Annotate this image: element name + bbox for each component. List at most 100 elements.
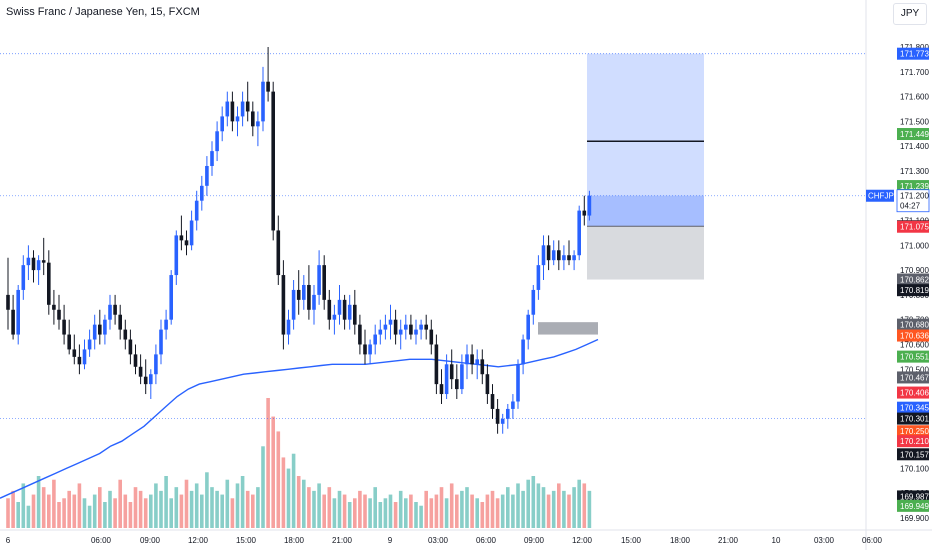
price-tick-label: 171.500: [900, 117, 929, 126]
volume-bar: [567, 494, 571, 528]
time-tick-label: 06:00: [862, 536, 883, 545]
price-tag: 170.862: [897, 273, 929, 286]
volume-bar: [582, 483, 587, 528]
candle: [36, 255, 41, 285]
candle: [72, 334, 77, 365]
volume-bar: [511, 494, 515, 528]
volume-bar: [353, 498, 357, 528]
candle-body: [460, 364, 464, 390]
candle-body: [169, 275, 173, 320]
time-tick-label: 18:00: [670, 536, 691, 545]
price-tag-bg: [897, 220, 929, 233]
candle: [103, 314, 107, 345]
volume-bar: [551, 490, 556, 528]
currency-button[interactable]: JPY: [893, 3, 927, 25]
price-tag: 170.819: [897, 284, 929, 297]
volume-bar: [398, 490, 403, 528]
volume-bar: [572, 487, 576, 528]
volume-bar: [220, 494, 224, 528]
candle-body: [409, 324, 413, 335]
candle: [154, 344, 158, 385]
candle: [92, 314, 97, 350]
volume-bar: [133, 487, 138, 528]
price-tag: 170.301: [897, 412, 929, 425]
volume-bar: [455, 494, 459, 528]
volume-bar: [541, 487, 546, 528]
price-tag-bg: [896, 189, 930, 213]
candle-body: [205, 165, 209, 186]
volume-bar: [174, 487, 179, 528]
volume-bar: [465, 487, 469, 528]
volume-bar: [21, 483, 26, 528]
candle: [439, 369, 444, 404]
candle: [546, 235, 551, 271]
price-tag-label: 170.250: [900, 427, 929, 436]
price-tag: 171.075: [897, 220, 929, 233]
candle: [118, 304, 122, 340]
candle: [567, 240, 571, 266]
candle-body: [72, 349, 77, 357]
candle: [128, 329, 133, 365]
candle: [169, 270, 173, 325]
price-tag: 170.467: [897, 371, 929, 384]
candle: [307, 265, 311, 320]
volume-bar: [393, 502, 398, 528]
volume-bar: [307, 487, 311, 528]
candle: [16, 284, 20, 345]
candle-body: [342, 299, 347, 320]
candle: [113, 294, 117, 325]
candle: [409, 314, 413, 340]
volume-bar: [113, 498, 117, 528]
price-tag: 169.987: [897, 490, 929, 503]
volume-bar: [164, 476, 168, 528]
price-tag-label: 170.406: [900, 389, 929, 398]
candle-body: [159, 329, 163, 355]
volume-bar: [480, 502, 485, 528]
candle-body: [353, 304, 357, 325]
volume-bar: [460, 490, 464, 528]
volume-bar: [490, 490, 495, 528]
price-tag-bg: [897, 350, 929, 363]
volume-bar: [276, 431, 281, 528]
candle: [149, 369, 153, 400]
candle: [41, 237, 46, 276]
candle: [291, 280, 296, 330]
candle-body: [194, 200, 199, 221]
volume-bar: [92, 494, 97, 528]
candle: [189, 210, 194, 251]
volume-bar: [194, 483, 199, 528]
candle: [378, 319, 383, 345]
candle: [526, 309, 530, 350]
price-tag-bg: [897, 273, 929, 286]
candle: [194, 190, 199, 231]
volume-bar: [419, 505, 423, 528]
candle-body: [332, 314, 337, 320]
candle-body: [419, 324, 423, 330]
candle: [205, 156, 209, 196]
candle: [582, 195, 587, 226]
candle: [271, 81, 275, 241]
candle-body: [347, 304, 352, 320]
candle: [143, 359, 148, 395]
candle: [444, 354, 449, 400]
volume-bar: [31, 494, 36, 528]
candle-body: [138, 366, 143, 377]
price-tag-label: 171.449: [900, 130, 929, 139]
volume-bar: [256, 487, 260, 528]
moving-average-line: [0, 338, 599, 499]
candle-body: [439, 384, 444, 395]
volume-bar: [240, 476, 245, 528]
candle-body: [184, 240, 189, 246]
volume-bar: [521, 490, 525, 528]
volume-bar: [368, 498, 372, 528]
volume-bar: [562, 490, 566, 528]
candle-body: [52, 304, 56, 310]
candle: [47, 250, 51, 315]
candle-body: [189, 220, 194, 246]
time-tick-label: 6: [6, 536, 11, 545]
volume-bar: [439, 487, 444, 528]
candle-body: [77, 356, 82, 365]
candle: [414, 319, 418, 345]
price-tag-bg: [897, 490, 929, 503]
